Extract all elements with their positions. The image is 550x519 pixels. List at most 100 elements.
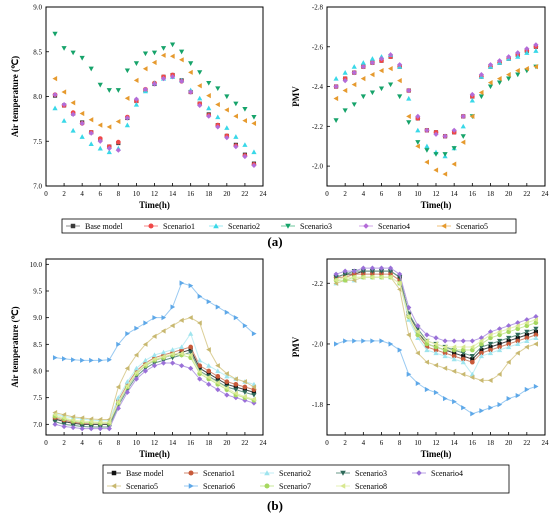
data-point xyxy=(115,384,121,390)
data-point xyxy=(188,283,194,289)
data-point xyxy=(406,113,411,119)
data-point xyxy=(188,365,194,371)
series-scenario4 xyxy=(52,74,257,169)
data-point xyxy=(479,347,484,353)
y-tick-label: 9.5 xyxy=(33,288,42,296)
data-point xyxy=(242,390,248,395)
x-tick-label: 22 xyxy=(241,190,249,198)
data-point xyxy=(360,274,366,280)
data-point xyxy=(333,275,339,280)
data-point xyxy=(97,145,103,151)
data-point xyxy=(197,293,203,299)
x-tick-label: 10 xyxy=(414,439,422,447)
data-point xyxy=(515,50,521,56)
data-point xyxy=(151,81,158,87)
legend-b-label: Scenario7 xyxy=(279,482,311,491)
x-tick-label: 16 xyxy=(187,190,195,198)
data-point xyxy=(334,341,339,347)
data-point xyxy=(388,341,394,347)
data-point xyxy=(496,338,503,344)
data-point xyxy=(515,323,520,329)
legend-a-label: Scenario1 xyxy=(163,222,195,231)
data-point xyxy=(515,338,521,344)
data-point xyxy=(188,344,194,350)
data-point xyxy=(506,338,511,344)
data-point xyxy=(224,373,230,379)
data-point xyxy=(433,167,439,173)
data-point xyxy=(442,338,448,344)
data-point xyxy=(179,344,185,350)
data-point xyxy=(188,352,193,358)
data-point xyxy=(488,405,494,411)
data-point xyxy=(524,386,530,393)
data-point xyxy=(524,329,530,335)
data-point xyxy=(415,380,421,387)
data-point xyxy=(424,386,430,393)
data-point xyxy=(406,87,412,94)
data-point xyxy=(52,76,58,82)
data-point xyxy=(160,46,167,51)
y-tick-label: 10.0 xyxy=(30,261,43,269)
legend-b-label: Scenario6 xyxy=(203,482,235,491)
legend-marker xyxy=(340,470,346,476)
data-point xyxy=(524,338,530,344)
x-tick-label: 2 xyxy=(62,190,66,198)
data-point xyxy=(170,304,176,310)
data-point xyxy=(224,309,230,315)
series-line xyxy=(54,362,255,430)
data-point xyxy=(97,419,103,425)
data-point xyxy=(360,265,366,271)
x-tick-label: 2 xyxy=(343,439,347,447)
data-point xyxy=(215,376,220,382)
data-point xyxy=(206,80,212,86)
data-point xyxy=(524,66,529,72)
x-tick-label: 16 xyxy=(187,439,195,447)
data-point xyxy=(496,326,503,332)
series-scenario8 xyxy=(333,274,538,350)
data-point xyxy=(488,347,493,353)
data-point xyxy=(387,52,394,58)
data-point xyxy=(79,134,85,139)
data-point xyxy=(242,323,248,329)
legend-marker xyxy=(188,470,194,476)
data-point xyxy=(251,162,257,169)
x-tick-label: 0 xyxy=(325,190,329,198)
data-point xyxy=(133,96,140,102)
data-point xyxy=(533,42,539,48)
data-point xyxy=(251,396,257,402)
data-point xyxy=(52,92,58,98)
data-point xyxy=(524,332,529,337)
data-point xyxy=(469,354,475,359)
data-point xyxy=(533,341,538,347)
y-tick-label: -2.8 xyxy=(312,4,324,12)
data-point xyxy=(524,50,530,55)
data-point xyxy=(415,127,421,133)
y-axis-label: Air temperature (℃) xyxy=(10,56,20,137)
data-point xyxy=(97,82,103,88)
data-point xyxy=(106,88,112,93)
data-point xyxy=(415,323,421,329)
data-point xyxy=(451,127,457,133)
data-point xyxy=(397,271,403,277)
panel-b-right: 0 2 4 6 8 10 12 14 16 18 20 22 24-2.2-2.0-1.8Time(h)… xyxy=(291,258,549,459)
data-point xyxy=(369,274,375,280)
data-point xyxy=(342,108,348,114)
data-point xyxy=(98,357,103,363)
data-point xyxy=(215,86,221,92)
data-point xyxy=(142,86,149,92)
data-point xyxy=(88,117,94,123)
data-point xyxy=(79,120,85,126)
data-point xyxy=(360,64,366,70)
y-tick-label: 7.5 xyxy=(33,138,42,146)
data-point xyxy=(451,338,457,344)
data-point xyxy=(433,389,439,396)
data-point xyxy=(215,304,221,310)
data-point xyxy=(61,423,67,430)
data-point xyxy=(360,60,366,65)
y-tick-label: -2.2 xyxy=(312,280,324,288)
data-point xyxy=(424,159,429,165)
data-point xyxy=(478,353,485,359)
data-point xyxy=(125,331,130,337)
x-tick-label: 0 xyxy=(44,439,48,447)
x-tick-label: 0 xyxy=(44,190,48,198)
